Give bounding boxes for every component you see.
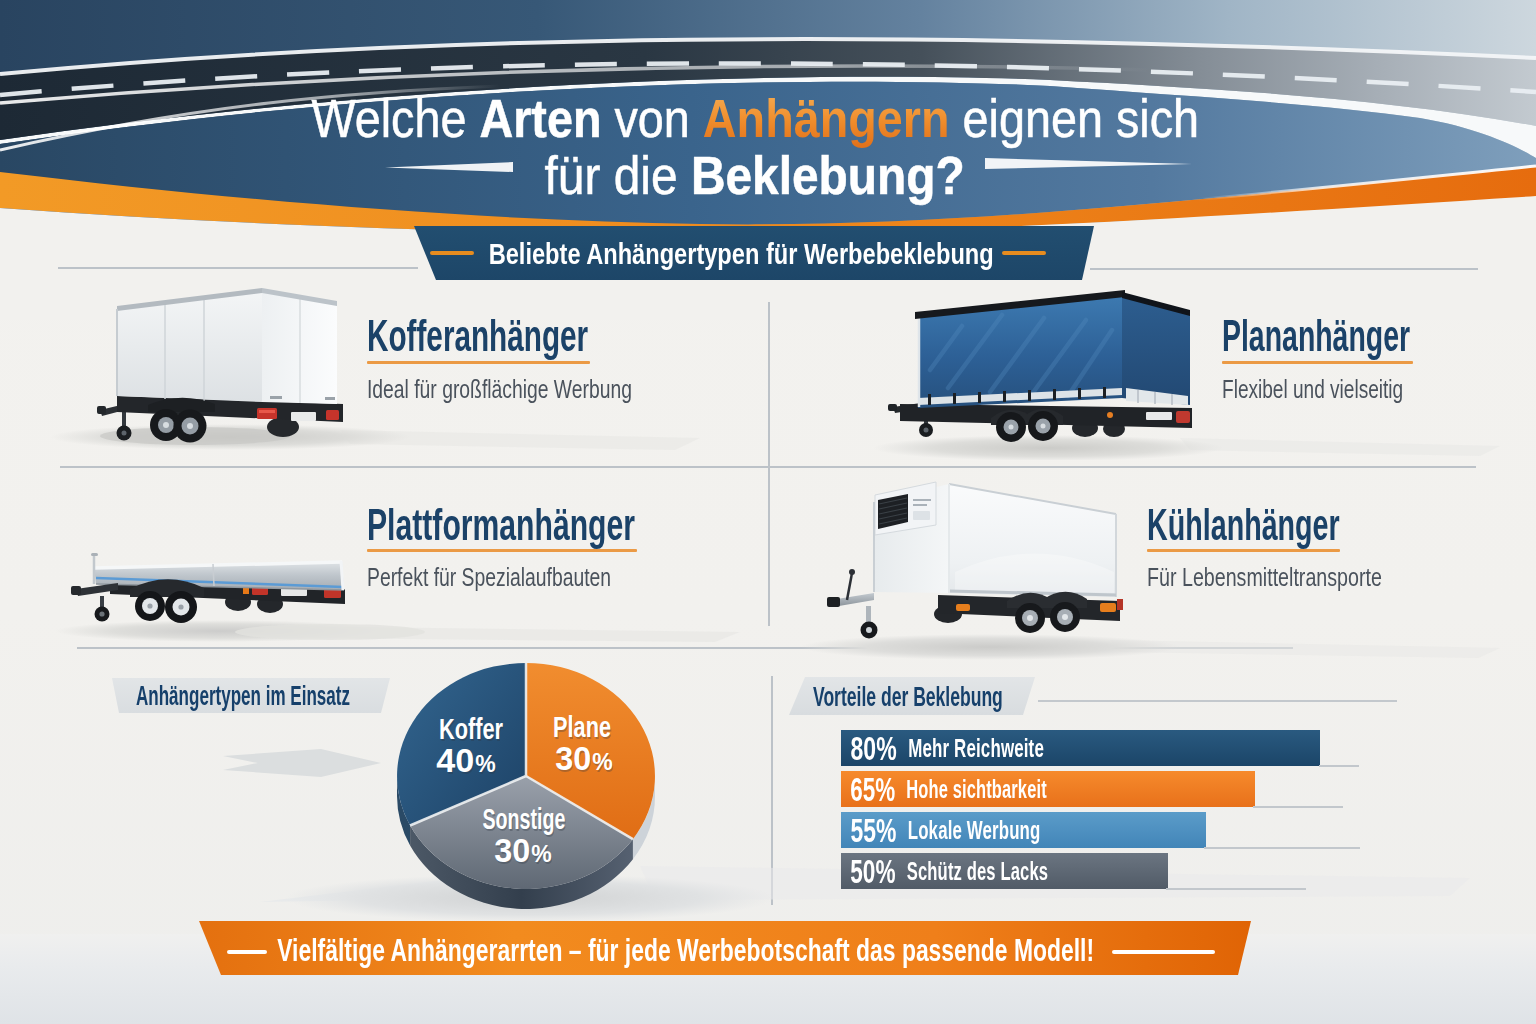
svg-text:Koffer: Koffer <box>439 713 503 745</box>
svg-text:Plane: Plane <box>553 711 611 743</box>
svg-text:Sonstige: Sonstige <box>483 803 566 835</box>
